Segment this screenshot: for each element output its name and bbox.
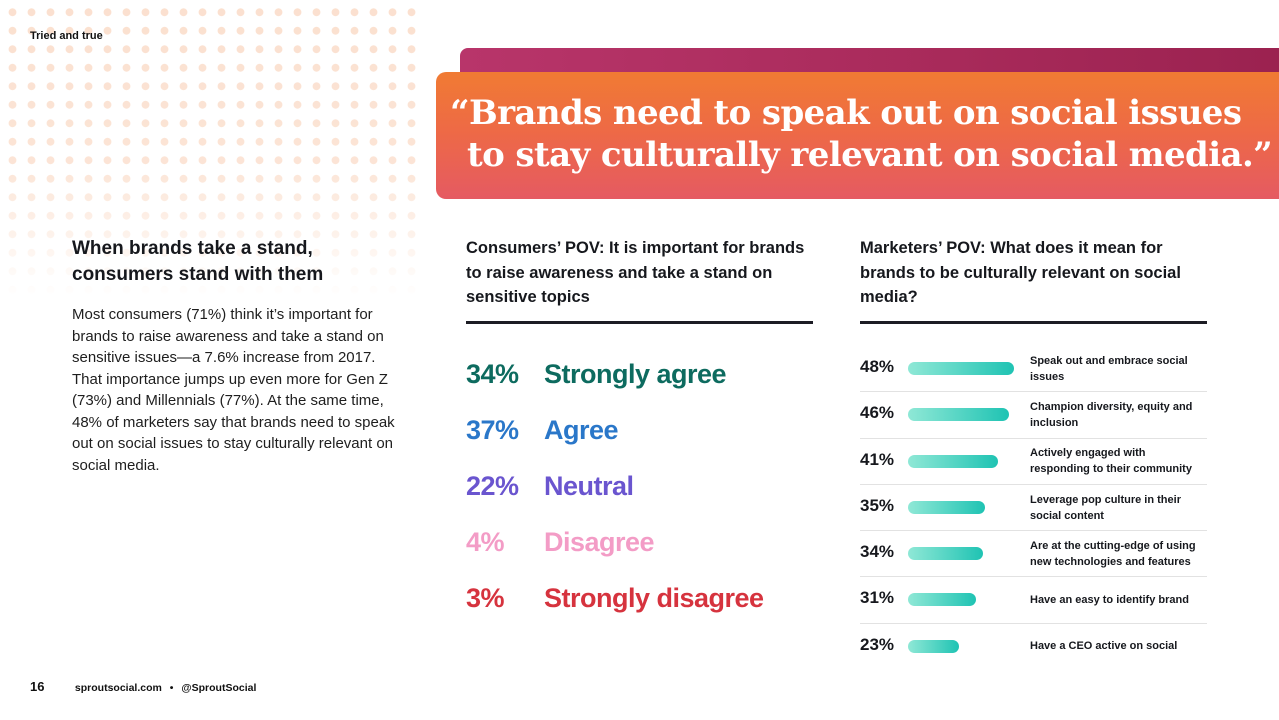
chart-data-label: 48% [860,357,895,376]
chart-bar-track [908,500,1018,514]
chart-row: 23% Have a CEO active on social [860,624,1207,669]
pov-label: Agree [544,414,619,445]
footer: 16 sproutsocial.com • @SproutSocial [30,679,256,694]
pov-row-strongly-agree: 34% Strongly agree [466,346,846,402]
page-number: 16 [30,679,45,694]
pov-label: Strongly agree [544,358,727,389]
chart-row: 48% Speak out and embrace social issues [860,346,1207,393]
chart-category-label: Have an easy to identify brand [1030,594,1189,607]
intro-body: Most consumers (71%) think it’s importan… [72,306,395,474]
chart-bar-track [908,362,1018,375]
chart-category-label: Speak out and embrace social issues [1030,354,1188,383]
consumers-heading: Consumers’ POV: It is important for bran… [466,239,805,306]
banner-quote-line-1: “Brands need to speak out on social issu… [450,93,1242,133]
consumers-heading-divider [466,320,813,324]
chart-bar [908,408,1010,422]
chart-bar [908,639,959,653]
footer-handle: @SproutSocial [181,682,257,694]
chart-data-label: 31% [860,588,895,608]
pov-label: Disagree [544,526,655,557]
chart-data-label: 46% [860,403,895,423]
consumers-heading-block: Consumers’ POV: It is important for bran… [466,236,813,324]
chart-data-label: 23% [860,634,895,654]
banner-quote-line-2: to stay culturally relevant on social me… [467,135,1273,175]
banner-quote: “Brands need to speak out on social issu… [450,92,1273,176]
pov-label: Neutral [544,470,634,501]
pov-pct: 37% [466,414,519,445]
chart-bar-track [908,454,1018,468]
chart-category-label: Have a CEO active on social [1030,640,1178,653]
chart-bar [908,593,977,607]
chart-row: 34% Are at the cutting-edge of using new … [860,531,1207,578]
intro-heading: When brands take a stand, consumers stan… [72,238,324,285]
chart-row: 41% Actively engaged with responding to t… [860,439,1207,485]
pov-pct: 22% [466,470,519,501]
chart-row: 31% Have an easy to identify brand [860,577,1207,624]
chart-row: 35% Leverage pop culture in their social … [860,485,1207,532]
chart-category-label: Leverage pop culture in their social con… [1030,493,1181,522]
marketers-bar-chart: 48% Speak out and embrace social issues 46… [860,346,1207,669]
footer-separator: • [169,682,174,694]
pov-row-disagree: 4% Disagree [466,514,846,570]
marketers-heading: Marketers’ POV: What does it mean for br… [860,239,1181,306]
pov-row-agree: 37% Agree [466,402,846,458]
chart-bar-track [908,408,1018,422]
footer-site: sproutsocial.com [74,682,162,694]
marketers-heading-divider [860,320,1207,324]
pov-pct: 3% [466,582,505,613]
pov-label: Strongly disagree [544,582,764,613]
consumers-pov-list: 34% Strongly agree 37% Agree 22% Neutral… [466,346,846,626]
chart-bar [908,500,985,514]
pov-row-neutral: 22% Neutral [466,458,846,514]
marketers-heading-block: Marketers’ POV: What does it mean for br… [860,236,1207,324]
pov-pct: 4% [466,526,505,557]
chart-data-label: 34% [860,542,895,562]
chart-category-label: Champion diversity, equity and inclusion [1030,400,1193,429]
pov-pct: 34% [466,358,519,389]
intro-section: When brands take a stand, consumers stan… [72,236,402,476]
section-tag: Tried and true [30,30,103,42]
chart-bar [908,362,1014,375]
chart-row: 46% Champion diversity, equity and inclus… [860,392,1207,439]
chart-category-label: Actively engaged with responding to thei… [1030,447,1192,476]
chart-bar-track [908,547,1018,561]
chart-bar [908,454,999,468]
dot-pattern-decoration [0,0,420,300]
chart-bar-track [908,593,1018,607]
quote-banner: “Brands need to speak out on social issu… [436,72,1279,199]
pov-row-strongly-disagree: 3% Strongly disagree [466,570,846,626]
chart-bar [908,547,983,561]
chart-data-label: 41% [860,449,895,469]
chart-bar-track [908,639,1018,653]
chart-data-label: 35% [860,495,895,515]
chart-category-label: Are at the cutting-edge of using new tec… [1030,539,1196,568]
